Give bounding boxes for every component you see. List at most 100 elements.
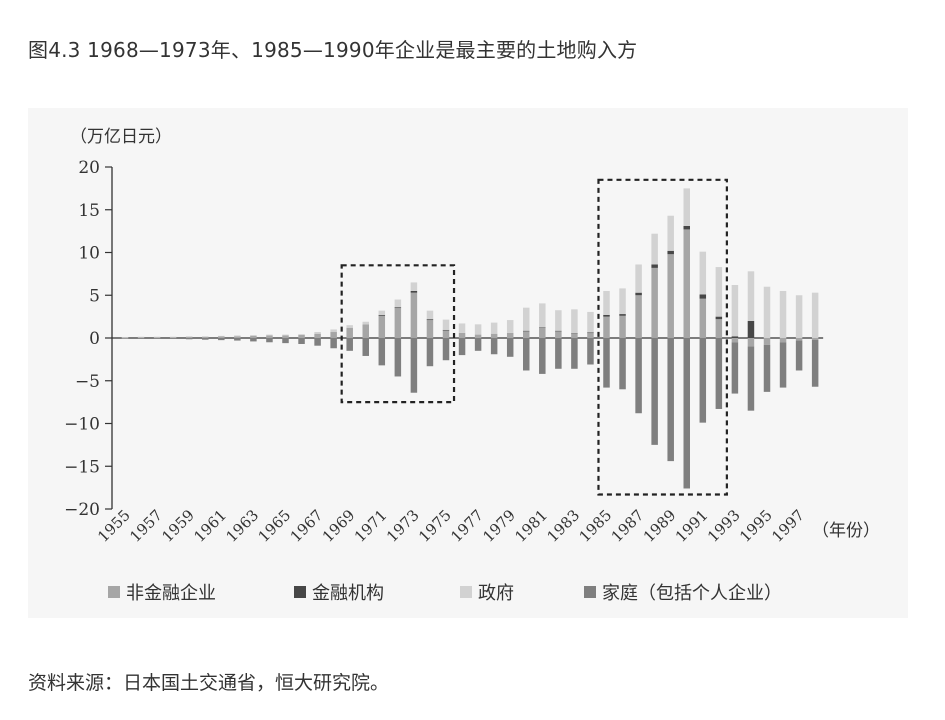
bar-segment (699, 251, 707, 295)
bar-segment (539, 303, 546, 328)
bar-segment (795, 338, 803, 341)
x-axis-unit: （年份） (812, 521, 880, 541)
bar-segment (121, 337, 129, 339)
bar-segment (153, 337, 161, 338)
x-tick-label: 1995 (736, 506, 776, 546)
x-tick-label: 1969 (319, 506, 359, 546)
bar-segment (555, 330, 562, 332)
legend-label: 家庭（包括个人企业） (602, 583, 782, 604)
bar-segment (426, 320, 434, 338)
bar-segment (282, 335, 289, 338)
bar-segment (346, 325, 353, 328)
bar-segment (378, 315, 386, 338)
bar-segment (635, 264, 642, 293)
bar-segment (490, 338, 498, 355)
y-tick-label: 15 (78, 201, 100, 221)
bar-segment (185, 336, 193, 338)
x-tick-label: 1985 (576, 506, 616, 546)
bar-segment (266, 334, 273, 336)
x-tick-label: 1961 (190, 506, 230, 546)
bar-segment (458, 332, 466, 338)
bar-segment (811, 339, 819, 387)
bar-segment (121, 337, 129, 338)
bar-segment (603, 338, 610, 388)
bar-segment (763, 338, 771, 345)
bar-segment (346, 327, 353, 338)
bar-segment (346, 338, 353, 351)
bar-segment (266, 335, 273, 338)
bar-segment (234, 338, 241, 341)
bar-segment (699, 298, 707, 338)
bar-segment (121, 338, 129, 339)
legend-swatch (460, 586, 472, 598)
legend-swatch (108, 586, 120, 598)
bar-segment (539, 338, 546, 374)
bar-segment (137, 337, 145, 338)
bar-segment (619, 315, 626, 338)
bar-segment (410, 290, 418, 293)
bar-segment (394, 307, 402, 309)
bar-segment (298, 338, 305, 344)
bar-segment (763, 344, 771, 392)
bar-segment (747, 271, 755, 321)
x-tick-label: 1991 (672, 506, 712, 546)
bar-segment (202, 338, 209, 340)
bars-layer (121, 188, 819, 489)
source-note: 资料来源：日本国土交通省，恒大研究院。 (28, 672, 390, 694)
bar-segment (587, 311, 594, 333)
bar-segment (410, 292, 418, 338)
bar-segment (651, 233, 658, 265)
y-tick-label: 10 (78, 244, 100, 264)
x-tick-label: 1975 (415, 506, 455, 546)
bar-segment (603, 290, 610, 315)
bar-segment (330, 332, 337, 338)
bar-segment (362, 338, 369, 356)
bar-segment (410, 338, 418, 393)
x-tick-label: 1967 (287, 506, 327, 546)
y-tick-label: −10 (64, 415, 100, 435)
annotation-layer (340, 178, 728, 496)
bar-segment (169, 336, 177, 338)
x-tick-label: 1993 (704, 506, 744, 546)
bar-segment (185, 338, 193, 340)
x-tick-label: 1963 (222, 506, 262, 546)
x-tick-label: 1979 (479, 506, 519, 546)
bar-segment (683, 225, 690, 230)
bar-segment (763, 286, 771, 338)
bar-segment (506, 338, 514, 357)
bar-segment (442, 330, 450, 338)
bar-segment (731, 338, 739, 343)
bar-segment (555, 310, 562, 331)
bar-segment (747, 338, 755, 347)
bar-segment (555, 338, 562, 369)
x-tick-label: 1997 (768, 506, 808, 546)
x-tick-label: 1971 (351, 506, 391, 546)
bar-segment (474, 334, 482, 338)
bar-segment (234, 335, 241, 337)
bar-segment (811, 292, 819, 338)
bar-segment (153, 336, 161, 338)
legend-label: 政府 (478, 583, 514, 604)
bar-segment (474, 338, 482, 351)
bar-segment (266, 338, 273, 343)
bar-segment (683, 229, 690, 338)
highlight-box (340, 264, 456, 404)
y-axis-unit: （万亿日元） (70, 127, 172, 147)
bar-segment (587, 332, 594, 334)
bar-segment (779, 342, 787, 388)
bar-segment (506, 332, 514, 338)
bar-segment (250, 338, 257, 342)
bar-segment (330, 329, 337, 333)
bar-segment (442, 319, 450, 330)
bar-segment (410, 282, 418, 291)
bar-segment (506, 320, 514, 333)
bar-segment (779, 338, 787, 343)
bar-segment (539, 327, 546, 328)
bar-segment (490, 333, 498, 338)
y-tick-label: 20 (78, 158, 100, 178)
bar-segment (394, 338, 402, 377)
x-tick-label: 1965 (255, 506, 295, 546)
bar-segment (699, 294, 707, 299)
bar-segment (523, 331, 530, 338)
bar-segment (474, 324, 482, 335)
